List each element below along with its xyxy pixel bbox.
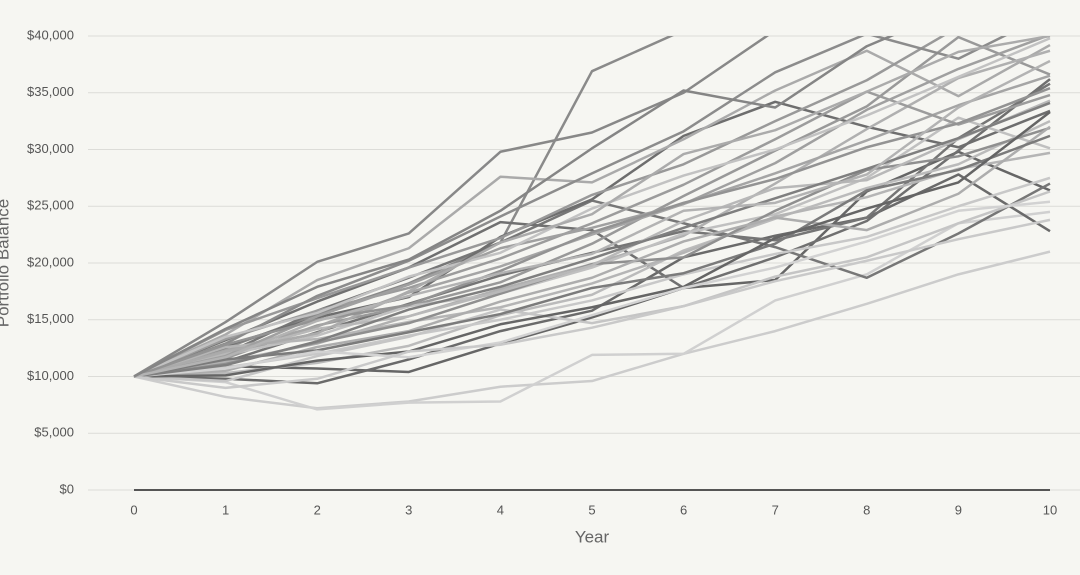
series-line <box>133 37 1051 378</box>
axes: $0 $5,000 $10,000 $15,000 $20,000 $25,000 $30,… <box>27 27 1057 517</box>
series-line <box>133 151 1051 378</box>
series-line <box>133 36 946 378</box>
x-tick-label: 10 <box>1043 502 1057 517</box>
series-line <box>133 99 1051 378</box>
series-line <box>133 36 1051 378</box>
series-line <box>133 36 770 378</box>
x-tick-label: 3 <box>405 502 412 517</box>
x-tick-label: 9 <box>955 502 962 517</box>
series-line <box>133 36 1051 378</box>
y-tick-label: $30,000 <box>27 141 74 156</box>
series-line <box>133 125 1051 378</box>
x-tick-label: 5 <box>588 502 595 517</box>
series-line <box>133 150 1051 378</box>
x-axis-title: Year <box>575 527 610 546</box>
x-tick-label: 2 <box>314 502 321 517</box>
series-line <box>133 111 1051 378</box>
y-tick-label: $20,000 <box>27 254 74 269</box>
series-line <box>133 134 1051 378</box>
x-tick-label: 0 <box>130 502 137 517</box>
y-tick-label: $0 <box>60 481 74 496</box>
lines <box>133 36 1051 411</box>
series-line <box>133 36 895 378</box>
y-tick-label: $10,000 <box>27 368 74 383</box>
series-line <box>133 250 1051 410</box>
series-line <box>133 87 1051 378</box>
y-tick-label: $40,000 <box>27 27 74 42</box>
x-tick-label: 7 <box>772 502 779 517</box>
series-line <box>133 210 1051 411</box>
grid <box>88 35 1080 491</box>
y-tick-label: $35,000 <box>27 84 74 99</box>
series-line <box>133 74 1051 378</box>
series-line <box>133 200 1051 378</box>
x-tick-label: 1 <box>222 502 229 517</box>
y-tick-label: $15,000 <box>27 311 74 326</box>
series-line <box>133 78 1051 378</box>
y-tick-label: $25,000 <box>27 198 74 213</box>
series-line <box>133 36 1008 378</box>
x-tick-label: 6 <box>680 502 687 517</box>
y-tick-label: $5,000 <box>34 425 74 440</box>
y-axis-title: Portfolio Balance <box>0 199 12 328</box>
series-line <box>133 59 1051 378</box>
series-line <box>133 43 1051 378</box>
x-tick-label: 4 <box>497 502 504 517</box>
series-line <box>133 101 1051 378</box>
series-line <box>133 218 1051 390</box>
x-tick-label: 8 <box>863 502 870 517</box>
